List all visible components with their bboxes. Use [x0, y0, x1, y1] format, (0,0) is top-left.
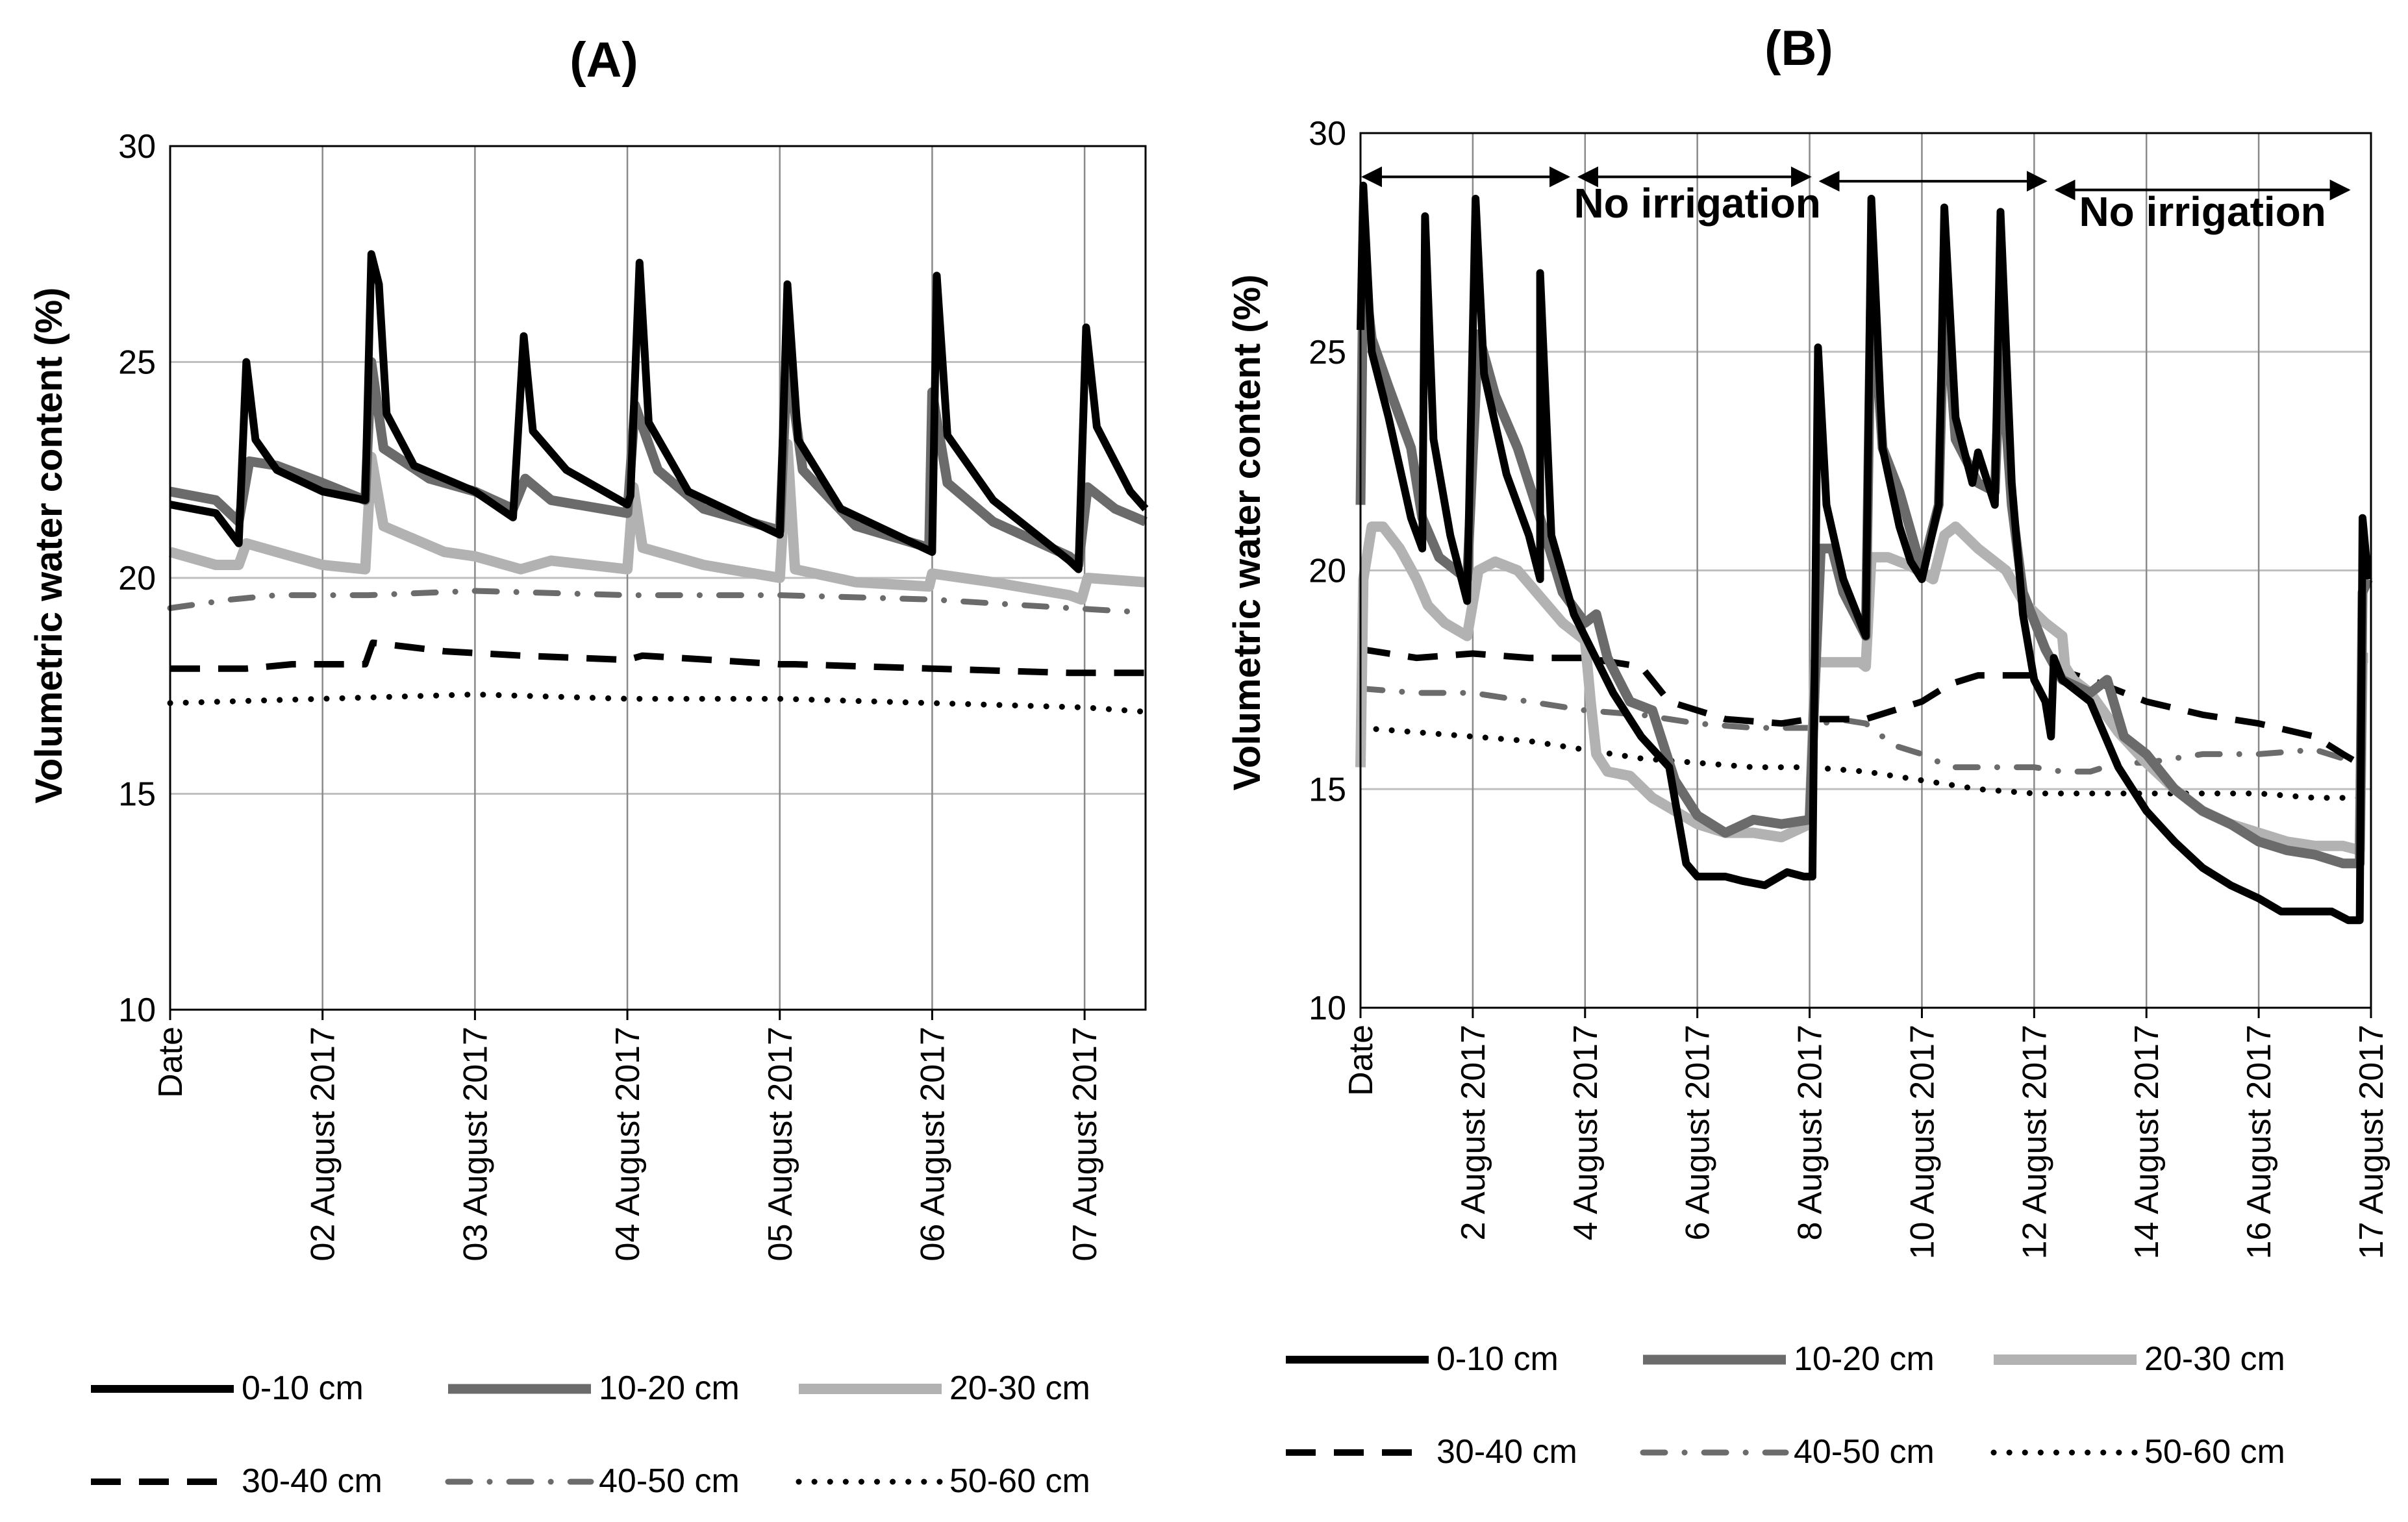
y-tick-label: 15	[118, 776, 156, 814]
y-tick-label: 25	[1309, 334, 1346, 371]
annotation-no-irrigation: No irrigation	[2079, 188, 2326, 235]
legend-label: 30-40 cm	[242, 1462, 383, 1500]
series-line-40-50	[167, 588, 1149, 616]
legend-label: 20-30 cm	[2144, 1340, 2285, 1378]
legend-label: 10-20 cm	[599, 1369, 740, 1407]
grid-a	[170, 146, 1146, 1010]
x-tick-label: 4 August 2017	[1567, 1025, 1605, 1241]
series-line-20-30	[168, 438, 1146, 605]
x-tick-label: 10 August 2017	[1903, 1025, 1941, 1259]
x-tick-label: 14 August 2017	[2128, 1025, 2166, 1259]
x-tick-label: 06 August 2017	[914, 1027, 951, 1261]
series-group-b	[1355, 181, 2373, 925]
y-tick-label: 10	[118, 992, 156, 1029]
legend-label: 30-40 cm	[1436, 1433, 1577, 1471]
legend-label: 50-60 cm	[2144, 1433, 2285, 1471]
y-ticks-a: 10 15 20 25 30	[118, 128, 156, 1029]
y-tick-label: 30	[118, 128, 156, 166]
plot-frame-a	[169, 145, 1147, 1011]
x-tick-label: 04 August 2017	[609, 1027, 647, 1261]
x-tick-label: 17 August 2017	[2353, 1025, 2390, 1259]
irrigation-arrows	[1361, 166, 2351, 201]
chart-title-b: (B)	[1764, 21, 1833, 76]
series-group-a	[167, 250, 1149, 715]
chart-panel-a: (A) Volumetric water content (%) 10 15 20 2…	[28, 32, 1149, 1500]
legend-label: 40-50 cm	[599, 1462, 740, 1500]
x-tick-label: 8 August 2017	[1792, 1025, 1829, 1241]
legend-label: 40-50 cm	[1794, 1433, 1935, 1471]
series-line-50-60	[167, 692, 1149, 715]
annotation-no-irrigation: No irrigation	[1574, 180, 1820, 227]
series-line-50-60	[1357, 725, 2368, 801]
chart-panel-b: (B) Volumetric water content (%) No irri…	[1226, 21, 2390, 1471]
plot-frame-b	[1359, 132, 2372, 1009]
y-tick-label: 10	[1309, 990, 1346, 1027]
legend-a: 0-10 cm 10-20 cm 20-30 cm 30-40 cm 40-50 cm 5…	[91, 1369, 1090, 1500]
legend-label: 0-10 cm	[242, 1369, 364, 1407]
y-ticks-b: 10 15 20 25 30	[1309, 115, 1346, 1027]
x-ticks-a: Date 02 August 2017 03 August 2017 04 Augus…	[152, 1010, 1104, 1261]
x-tick-label: 16 August 2017	[2240, 1025, 2278, 1259]
series-line-40-50	[1357, 685, 2368, 775]
series-line-0-10	[1357, 181, 2372, 925]
y-axis-label-b: Volumetric water content (%)	[1226, 275, 1268, 791]
legend-b: 0-10 cm 10-20 cm 20-30 cm 30-40 cm 40-50 cm 5…	[1286, 1340, 2285, 1471]
legend-label: 50-60 cm	[949, 1462, 1090, 1500]
y-tick-label: 15	[1309, 771, 1346, 808]
series-line-0-10	[169, 250, 1149, 573]
legend-label: 20-30 cm	[949, 1369, 1090, 1407]
y-axis-label-a: Volumetric water content (%)	[28, 288, 70, 804]
x-tick-label: 05 August 2017	[762, 1027, 799, 1261]
series-line-30-40	[170, 639, 1146, 677]
legend-label: 10-20 cm	[1794, 1340, 1935, 1378]
x-tick-label: 12 August 2017	[2016, 1025, 2053, 1259]
x-ticks-b: Date 2 August 2017 4 August 2017 6 August 2…	[1342, 1008, 2390, 1259]
x-tick-label: Date	[1342, 1025, 1380, 1096]
x-tick-label: Date	[152, 1027, 190, 1098]
series-line-30-40	[1360, 645, 2367, 770]
chart-title-a: (A)	[570, 32, 638, 88]
x-tick-label: 2 August 2017	[1455, 1025, 1492, 1241]
x-tick-label: 03 August 2017	[457, 1027, 494, 1261]
legend-label: 0-10 cm	[1436, 1340, 1559, 1378]
annotations-b: No irrigation No irrigation	[1574, 180, 2326, 235]
x-tick-label: 02 August 2017	[305, 1027, 342, 1261]
series-line-10-20	[169, 353, 1148, 570]
x-tick-label: 07 August 2017	[1066, 1027, 1104, 1261]
y-tick-label: 30	[1309, 115, 1346, 153]
y-tick-label: 20	[1309, 553, 1346, 590]
x-tick-label: 6 August 2017	[1679, 1025, 1717, 1241]
y-tick-label: 25	[118, 344, 156, 382]
y-tick-label: 20	[118, 560, 156, 597]
